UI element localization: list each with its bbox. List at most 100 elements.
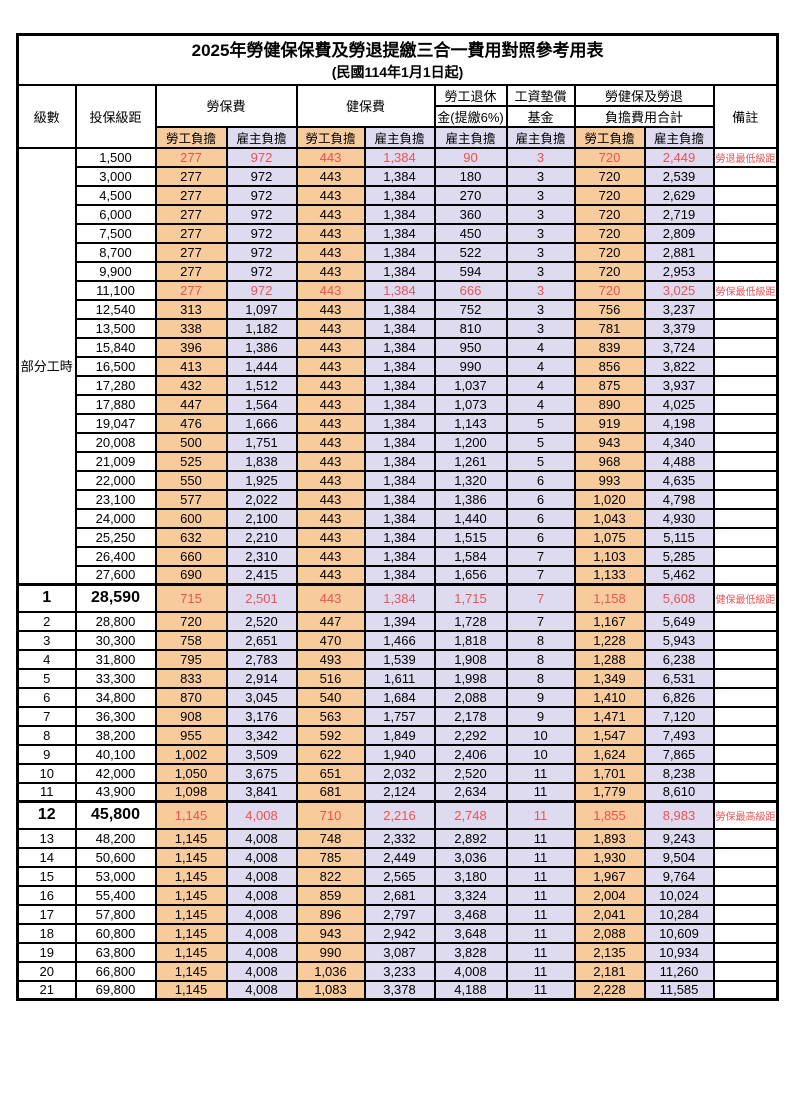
remark-cell	[712, 393, 779, 415]
wage-fund-employer-cell: 7	[505, 545, 576, 567]
total-employee-cell: 720	[573, 165, 646, 187]
wage-fund-employer-cell: 8	[505, 667, 576, 689]
health-employer-cell: 3,378	[363, 979, 436, 1001]
table-row: 部分工時 1,500 277 972 443 1,384 90 3 720 2,449 勞退最低級距	[16, 146, 779, 586]
health-employer-cell: 3,233	[363, 960, 436, 982]
wage-fund-employer-cell: 3	[505, 184, 576, 206]
total-employer-cell: 2,539	[643, 165, 715, 187]
header-total-line2: 負擔費用合計	[573, 104, 715, 128]
total-employee-cell: 756	[573, 298, 646, 320]
health-employee-cell: 681	[295, 781, 366, 803]
table-row: 24,000 600 2,100 443 1,384 1,440 6 1,043 4,930	[18, 507, 779, 529]
health-employer-cell: 1,384	[363, 412, 436, 434]
level-cell: 10	[16, 762, 77, 784]
total-employee-cell: 2,135	[573, 941, 646, 963]
pension-employer-cell: 360	[433, 203, 508, 225]
labor-employer-cell: 2,210	[225, 526, 298, 548]
labor-employer-cell: 2,100	[225, 507, 298, 529]
labor-employee-cell: 1,145	[154, 941, 228, 963]
fee-reference-table: 2025年勞健保保費及勞退提繳三合一費用對照參考用表 (民國114年1月1日起)…	[16, 33, 780, 1001]
health-employer-cell: 1,394	[363, 610, 436, 632]
header-pension-line1: 勞工退休	[433, 83, 508, 107]
table-row: 20,008 500 1,751 443 1,384 1,200 5 943 4,340	[18, 431, 779, 453]
table-row: 13 48,200 1,145 4,008 748 2,332 2,892 11 1,893 9,…	[16, 827, 779, 849]
total-employee-cell: 943	[573, 431, 646, 453]
wage-fund-employer-cell: 3	[505, 222, 576, 244]
health-employee-cell: 943	[295, 922, 366, 944]
remark-cell	[712, 667, 779, 689]
header-total-line1: 勞健保及勞退	[573, 83, 715, 107]
bracket-cell: 13,500	[74, 317, 157, 339]
total-employer-cell: 4,198	[643, 412, 715, 434]
bracket-cell: 19,047	[74, 412, 157, 434]
health-employee-cell: 785	[295, 846, 366, 868]
remark-cell	[712, 705, 779, 727]
labor-employee-cell: 1,145	[154, 922, 228, 944]
health-employee-cell: 748	[295, 827, 366, 849]
health-employer-cell: 2,942	[363, 922, 436, 944]
bracket-cell: 66,800	[74, 960, 157, 982]
total-employer-cell: 3,937	[643, 374, 715, 396]
total-employer-cell: 9,764	[643, 865, 715, 887]
health-employer-cell: 1,384	[363, 336, 436, 358]
table-row: 10 42,000 1,050 3,675 651 2,032 2,520 11 1,701 8,…	[16, 762, 779, 784]
remark-cell: 勞退最低級距	[712, 146, 779, 168]
page: 2025年勞健保保費及勞退提繳三合一費用對照參考用表 (民國114年1月1日起)…	[16, 33, 780, 1001]
wage-fund-employer-cell: 8	[505, 648, 576, 670]
bracket-cell: 17,880	[74, 393, 157, 415]
remark-cell	[712, 846, 779, 868]
remark-cell	[712, 298, 779, 320]
table-row: 17,280 432 1,512 443 1,384 1,037 4 875 3,937	[18, 374, 779, 396]
table-row: 16,500 413 1,444 443 1,384 990 4 856 3,822	[18, 355, 779, 377]
total-employee-cell: 993	[573, 469, 646, 491]
labor-employer-cell: 972	[225, 241, 298, 263]
bracket-cell: 7,500	[74, 222, 157, 244]
level-cell: 21	[16, 979, 77, 1001]
health-employee-cell: 540	[295, 686, 366, 708]
wage-fund-employer-cell: 3	[505, 279, 576, 301]
health-employer-cell: 1,384	[363, 279, 436, 301]
table-row: 17 57,800 1,145 4,008 896 2,797 3,468 11 2,041 10…	[16, 903, 779, 925]
total-employee-cell: 1,158	[573, 583, 646, 613]
health-employee-cell: 1,083	[295, 979, 366, 1001]
total-employer-cell: 10,609	[643, 922, 715, 944]
health-employer-cell: 1,384	[363, 184, 436, 206]
table-row: 12,540 313 1,097 443 1,384 752 3 756 3,237	[18, 298, 779, 320]
labor-employer-cell: 3,045	[225, 686, 298, 708]
wage-fund-employer-cell: 11	[505, 979, 576, 1001]
labor-employee-cell: 277	[154, 165, 228, 187]
wage-fund-employer-cell: 7	[505, 583, 576, 613]
total-employer-cell: 10,934	[643, 941, 715, 963]
pension-employer-cell: 522	[433, 241, 508, 263]
bracket-cell: 24,000	[74, 507, 157, 529]
health-employer-cell: 1,384	[363, 469, 436, 491]
level-cell: 14	[16, 846, 77, 868]
health-employee-cell: 563	[295, 705, 366, 727]
total-employer-cell: 5,649	[643, 610, 715, 632]
health-employer-cell: 2,681	[363, 884, 436, 906]
bracket-cell: 43,900	[74, 781, 157, 803]
pension-employer-cell: 594	[433, 260, 508, 282]
table-row: 16 55,400 1,145 4,008 859 2,681 3,324 11 2,004 10…	[16, 884, 779, 906]
remark-cell	[712, 336, 779, 358]
health-employee-cell: 443	[295, 507, 366, 529]
wage-fund-employer-cell: 5	[505, 412, 576, 434]
labor-employer-cell: 1,444	[225, 355, 298, 377]
table-row: 8,700 277 972 443 1,384 522 3 720 2,881	[18, 241, 779, 263]
header-level: 級數	[16, 83, 77, 149]
total-employee-cell: 1,103	[573, 545, 646, 567]
level-cell: 20	[16, 960, 77, 982]
health-employer-cell: 1,384	[363, 203, 436, 225]
total-employer-cell: 2,719	[643, 203, 715, 225]
labor-employee-cell: 500	[154, 431, 228, 453]
labor-employee-cell: 690	[154, 564, 228, 586]
total-employee-cell: 720	[573, 203, 646, 225]
labor-employer-cell: 1,925	[225, 469, 298, 491]
remark-cell	[712, 165, 779, 187]
table-row: 3,000 277 972 443 1,384 180 3 720 2,539	[18, 165, 779, 187]
bracket-cell: 38,200	[74, 724, 157, 746]
total-employer-cell: 3,025	[643, 279, 715, 301]
pension-employer-cell: 3,180	[433, 865, 508, 887]
labor-employer-cell: 1,386	[225, 336, 298, 358]
pension-employer-cell: 810	[433, 317, 508, 339]
